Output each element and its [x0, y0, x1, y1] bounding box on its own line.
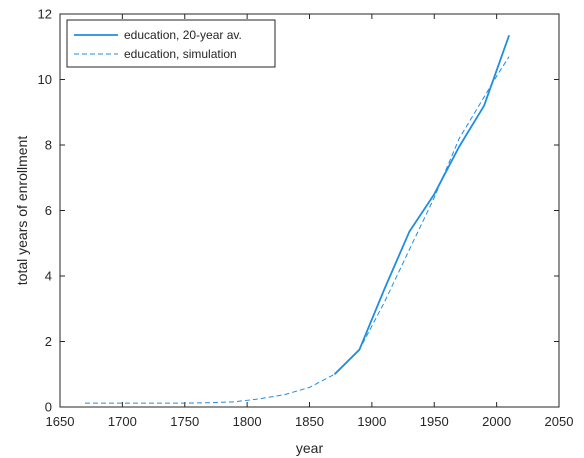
- legend-box: [66, 19, 276, 68]
- plot-area-frame: [59, 13, 560, 408]
- x-tick-label: 1700: [108, 414, 137, 429]
- y-tick-label: 8: [45, 138, 52, 153]
- y-tick-label: 6: [45, 203, 52, 218]
- series-line-average: [333, 34, 510, 375]
- y-axis-label: total years of enrollment: [14, 136, 30, 286]
- y-tick-label: 4: [45, 269, 52, 284]
- x-tick-label: 1750: [170, 414, 199, 429]
- x-tick-label: 1850: [295, 414, 324, 429]
- x-tick-label: 1800: [233, 414, 262, 429]
- legend-entry: education, simulation: [124, 47, 237, 61]
- y-tick-label: 12: [38, 7, 52, 22]
- x-tick-label: 1900: [357, 414, 386, 429]
- x-tick-label: 1650: [46, 414, 75, 429]
- x-tick-label: 2000: [482, 414, 511, 429]
- y-tick-label: 2: [45, 334, 52, 349]
- x-tick-label: 1950: [420, 414, 449, 429]
- y-tick-label: 10: [38, 72, 52, 87]
- x-axis-label: year: [296, 440, 324, 456]
- series-line-simulation: [85, 56, 510, 404]
- x-tick-label: 2050: [545, 414, 574, 429]
- y-tick-label: 0: [45, 400, 52, 415]
- legend-entry: education, 20-year av.: [124, 28, 242, 42]
